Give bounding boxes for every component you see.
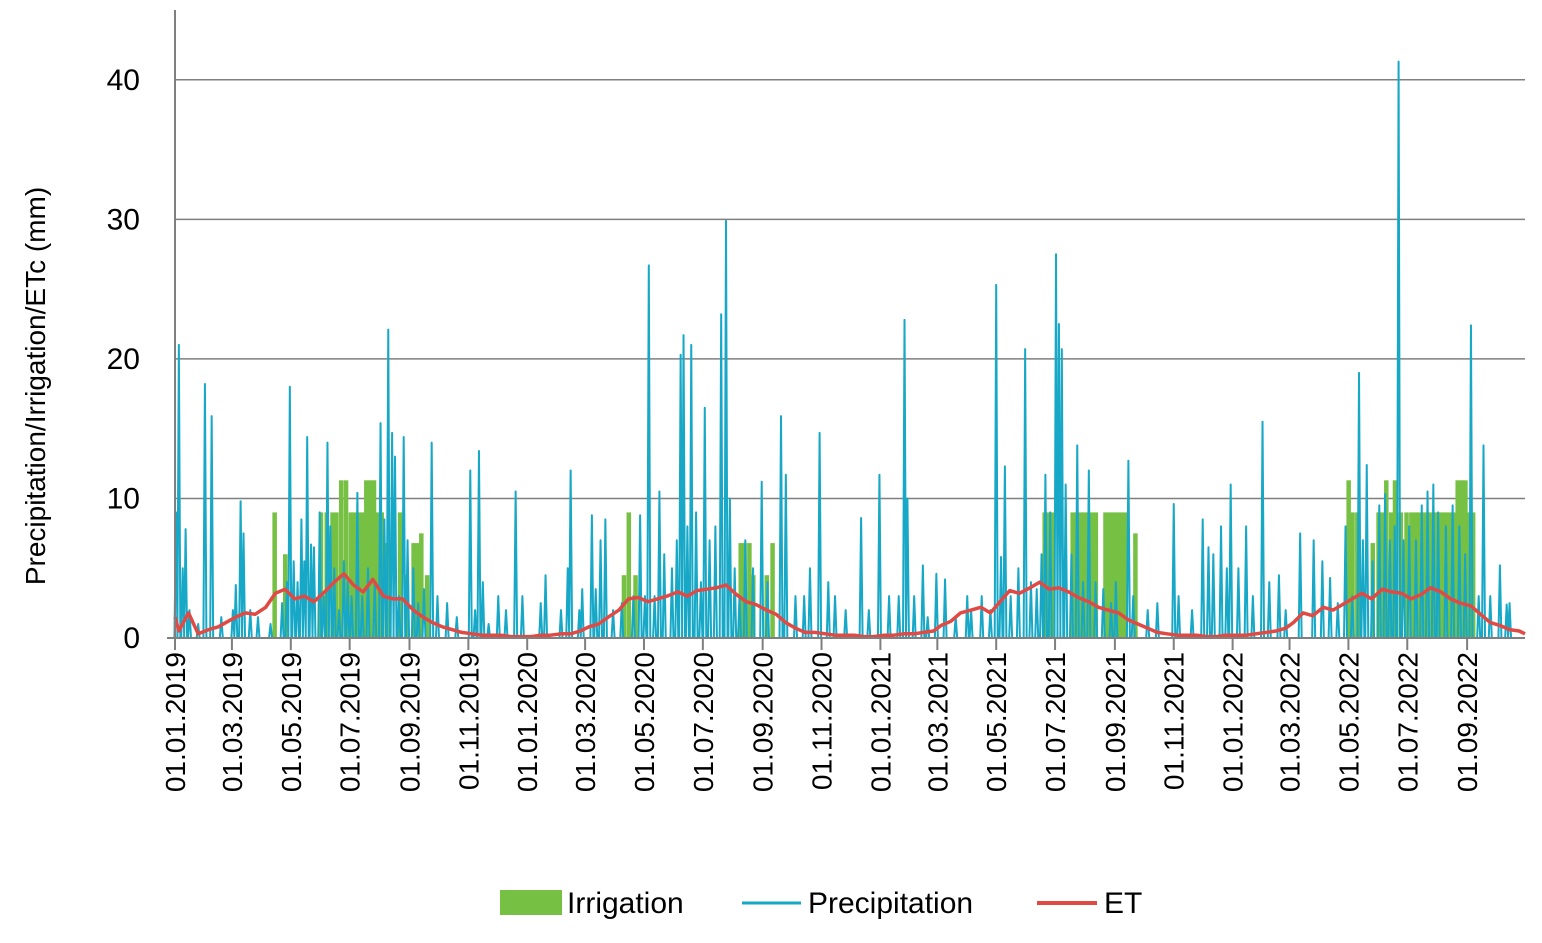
y-tick-label-10: 10 [107, 482, 140, 515]
irrigation-bar-50 [1346, 480, 1351, 638]
irrigation-bar-29 [747, 543, 752, 638]
irrigation-bar-42 [1093, 512, 1099, 638]
irrigation-bar-15 [375, 512, 381, 638]
irrigation-bar-25 [626, 512, 632, 638]
irrigation-bar-66 [1428, 512, 1433, 638]
irrigation-bar-27 [738, 543, 743, 638]
legend-precipitation-label: Precipitation [808, 887, 973, 920]
irrigation-bar-13 [367, 480, 373, 638]
irrigation-bar-35 [1050, 512, 1055, 638]
irrigation-bar-74 [1459, 480, 1464, 638]
irrigation-bar-6 [338, 480, 344, 638]
x-tick-label-13: 01.03.2021 [922, 652, 953, 792]
irrigation-bar-11 [360, 512, 365, 638]
irrigation-bar-5 [334, 512, 339, 638]
y-tick-label-30: 30 [107, 203, 140, 236]
irrigation-bar-8 [348, 512, 354, 638]
irrigation-bar-69 [1440, 512, 1445, 638]
x-tick-labels: 01.01.2019 01.03.2019 01.05.2019 01.07.2019… [160, 652, 1483, 792]
irrigation-bar-48 [1122, 512, 1128, 638]
irrigation-bar-9 [352, 512, 357, 638]
irrigation-bar-32 [770, 543, 775, 638]
irrigation-bar-12 [364, 480, 369, 638]
irrigation-bar-49 [1133, 533, 1138, 638]
irrigation-bar-71 [1447, 512, 1453, 638]
x-tick-label-7: 01.03.2020 [570, 652, 601, 792]
x-tick-label-16: 01.09.2021 [1100, 652, 1131, 792]
et-line [173, 572, 1526, 639]
grid-layer [175, 79, 1525, 500]
irrigation-bar-26 [633, 575, 638, 638]
x-tick-label-3: 01.07.2019 [335, 652, 366, 792]
y-tick-labels: 0 10 20 30 40 [107, 64, 140, 655]
irrigation-bar-1 [283, 554, 288, 638]
x-tick-label-9: 01.07.2020 [688, 652, 719, 792]
irrigation-bar-45 [1110, 512, 1116, 638]
irrigation-bar-47 [1118, 512, 1124, 638]
x-tick-label-6: 01.01.2020 [512, 652, 543, 792]
x-tick-label-11: 01.11.2020 [807, 652, 838, 790]
x-tick-label-0: 01.01.2019 [160, 652, 191, 792]
axis-layer [167, 10, 1525, 650]
x-tick-label-10: 01.09.2020 [748, 652, 779, 792]
irrigation-bar-21 [415, 543, 420, 638]
x-tick-label-22: 01.09.2022 [1452, 652, 1483, 792]
irrigation-bar-63 [1416, 512, 1422, 638]
x-tick-label-4: 01.09.2019 [394, 652, 425, 792]
irrigation-bar-0 [272, 512, 277, 638]
irrigation-bar-39 [1082, 512, 1087, 638]
irrigation-bar-38 [1078, 512, 1083, 638]
x-tick-label-5: 01.11.2019 [453, 652, 484, 790]
x-tick-label-15: 01.07.2021 [1040, 652, 1071, 792]
legend-irrigation-label: Irrigation [567, 887, 684, 920]
irrigation-bar-46 [1114, 512, 1120, 638]
irrigation-bar-18 [397, 512, 403, 638]
et-series [173, 572, 1526, 639]
irrigation-bar-60 [1404, 512, 1409, 638]
irrigation-bar-44 [1107, 512, 1112, 638]
x-tick-label-12: 01.01.2021 [865, 652, 896, 792]
x-tick-label-1: 01.03.2019 [217, 652, 248, 792]
irrigation-bar-41 [1089, 512, 1095, 638]
x-tick-label-20: 01.05.2022 [1333, 652, 1364, 792]
irrigation-series [272, 480, 1476, 638]
y-tick-label-20: 20 [107, 343, 140, 376]
x-tick-label-21: 01.07.2022 [1392, 652, 1423, 792]
legend-et-label: ET [1104, 887, 1142, 920]
x-tick-label-19: 01.03.2022 [1275, 652, 1306, 792]
irrigation-bar-73 [1455, 480, 1460, 638]
irrigation-bar-22 [419, 533, 424, 638]
y-tick-label-0: 0 [123, 622, 140, 655]
legend-irrigation-swatch [500, 890, 562, 915]
irrigation-bar-7 [343, 480, 349, 638]
irrigation-bar-61 [1409, 512, 1414, 638]
irrigation-bar-14 [371, 480, 377, 638]
irrigation-bar-4 [330, 512, 335, 638]
x-tick-label-14: 01.05.2021 [981, 652, 1012, 792]
x-tick-label-18: 01.01.2022 [1218, 652, 1249, 792]
x-tick-label-2: 01.05.2019 [276, 652, 307, 792]
irrigation-bar-23 [424, 575, 430, 638]
x-tick-label-8: 01.05.2020 [629, 652, 660, 792]
irrigation-bar-51 [1350, 512, 1355, 638]
legend: Irrigation Precipitation ET [500, 887, 1142, 920]
y-tick-label-40: 40 [107, 64, 140, 97]
irrigation-bar-43 [1103, 512, 1108, 638]
irrigation-bar-55 [1380, 512, 1385, 638]
y-axis-title: Precipitation/Irrigation/ETc (mm) [20, 187, 51, 585]
x-tick-label-17: 01.11.2021 [1159, 652, 1190, 790]
